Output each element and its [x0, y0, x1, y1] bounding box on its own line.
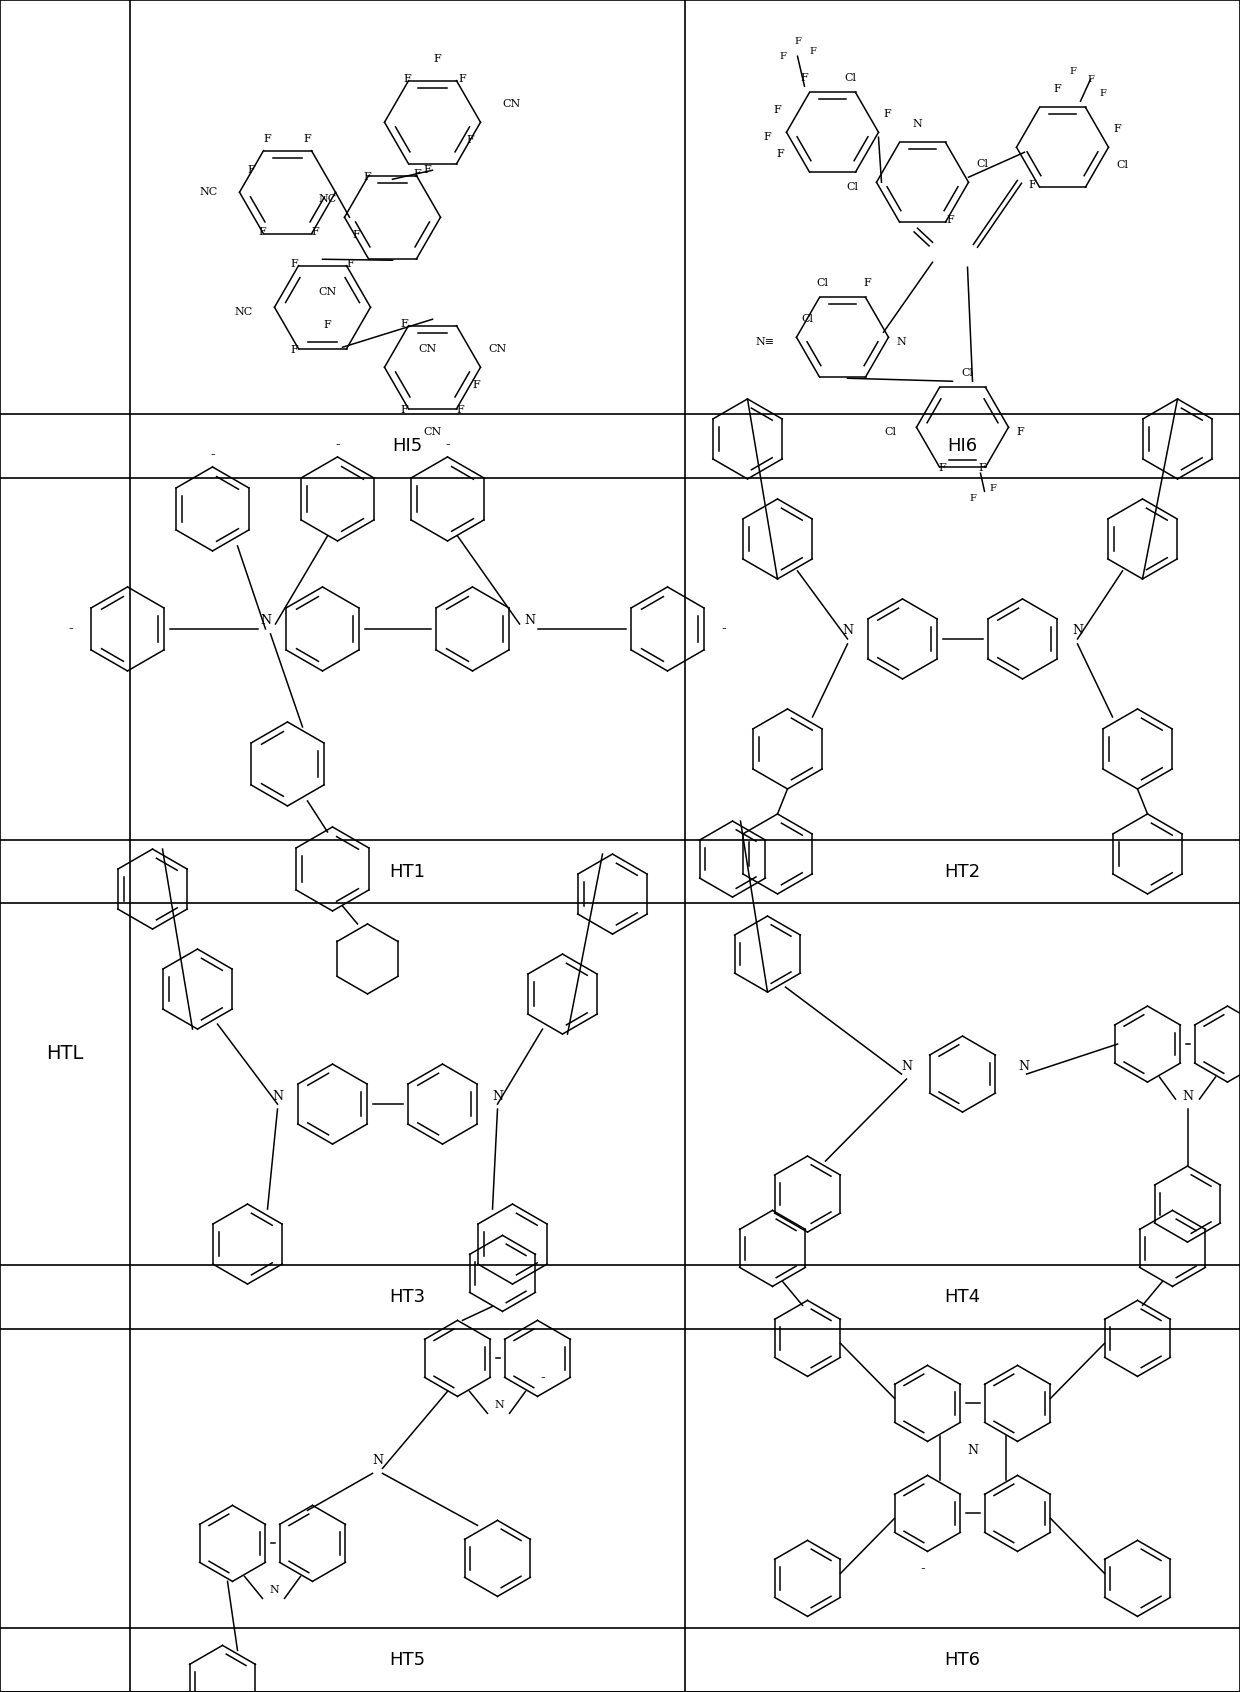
Text: N: N	[525, 614, 534, 628]
Text: F: F	[990, 484, 996, 492]
Text: -: -	[445, 438, 450, 452]
Text: F: F	[794, 37, 801, 46]
Text: Cl: Cl	[801, 315, 813, 325]
Text: CN: CN	[502, 100, 521, 110]
Text: Cl: Cl	[1116, 161, 1128, 171]
Text: F: F	[946, 215, 955, 225]
Text: N≡: N≡	[755, 337, 775, 347]
Text: F: F	[779, 52, 786, 61]
Text: F: F	[1054, 85, 1061, 95]
Text: -: -	[722, 623, 727, 636]
Text: N: N	[842, 624, 853, 638]
Text: N: N	[269, 1585, 279, 1596]
Text: F: F	[764, 132, 771, 142]
Text: F: F	[1099, 88, 1106, 98]
Text: -: -	[541, 1372, 544, 1386]
Text: N: N	[272, 1090, 283, 1103]
Text: NC: NC	[234, 308, 253, 316]
Text: F: F	[363, 173, 371, 183]
Text: F: F	[970, 494, 976, 503]
Text: HT3: HT3	[389, 1288, 425, 1306]
Text: Cl: Cl	[961, 369, 973, 379]
Text: F: F	[808, 47, 816, 56]
Text: -: -	[210, 448, 215, 462]
Text: N: N	[1073, 624, 1083, 638]
Text: N: N	[967, 1443, 978, 1457]
Text: F: F	[424, 166, 432, 176]
Text: F: F	[978, 464, 986, 474]
Text: F: F	[311, 227, 320, 237]
Text: Cl: Cl	[977, 159, 988, 169]
Text: F: F	[264, 134, 272, 144]
Text: Cl: Cl	[884, 428, 897, 437]
Text: F: F	[1069, 66, 1076, 76]
Text: CN: CN	[319, 288, 336, 298]
Text: CN: CN	[418, 343, 436, 354]
Text: F: F	[404, 74, 412, 85]
Text: F: F	[324, 320, 331, 330]
Text: F: F	[259, 227, 267, 237]
Text: HT6: HT6	[945, 1651, 981, 1668]
Text: CN: CN	[489, 343, 507, 354]
Text: F: F	[290, 345, 299, 355]
Text: HT2: HT2	[945, 863, 981, 880]
Text: F: F	[304, 134, 311, 144]
Text: F: F	[434, 54, 441, 64]
Text: -: -	[68, 623, 73, 636]
Text: F: F	[1114, 124, 1121, 134]
Text: F: F	[883, 110, 892, 118]
Text: HTL: HTL	[46, 1044, 83, 1063]
Text: HT1: HT1	[389, 863, 425, 880]
Text: F: F	[459, 74, 466, 85]
Text: HI6: HI6	[947, 437, 977, 455]
Text: F: F	[352, 230, 361, 240]
Text: F: F	[801, 73, 808, 83]
Text: F: F	[347, 259, 355, 269]
Text: F: F	[1029, 181, 1037, 190]
Text: F: F	[472, 381, 480, 391]
Text: N: N	[1018, 1059, 1029, 1073]
Text: HT5: HT5	[389, 1651, 425, 1668]
Text: Cl: Cl	[816, 277, 828, 288]
Text: HT4: HT4	[945, 1288, 981, 1306]
Text: N: N	[372, 1453, 383, 1467]
Text: F: F	[414, 169, 422, 179]
Text: Cl: Cl	[847, 183, 858, 193]
Text: F: F	[290, 259, 299, 269]
Text: N: N	[901, 1059, 911, 1073]
Text: NC: NC	[200, 188, 217, 198]
Text: N: N	[897, 337, 906, 347]
Text: NC: NC	[319, 195, 336, 205]
Text: N: N	[492, 1090, 503, 1103]
Text: F: F	[776, 149, 785, 159]
Text: N: N	[913, 118, 923, 129]
Text: F: F	[466, 135, 475, 146]
Text: F: F	[939, 464, 946, 474]
Text: N: N	[495, 1401, 505, 1411]
Text: F: F	[1087, 74, 1094, 83]
Text: F: F	[401, 406, 408, 415]
Text: HI5: HI5	[392, 437, 423, 455]
Text: N: N	[260, 614, 272, 628]
Text: -: -	[920, 1562, 925, 1577]
Text: F: F	[863, 277, 872, 288]
Text: CN: CN	[423, 428, 441, 437]
Text: F: F	[401, 320, 408, 330]
Text: F: F	[456, 406, 464, 415]
Text: -: -	[335, 438, 340, 452]
Text: F: F	[774, 105, 781, 115]
Text: F: F	[1017, 428, 1024, 437]
Text: Cl: Cl	[844, 73, 857, 83]
Text: N: N	[1182, 1090, 1193, 1103]
Text: F: F	[248, 166, 255, 176]
